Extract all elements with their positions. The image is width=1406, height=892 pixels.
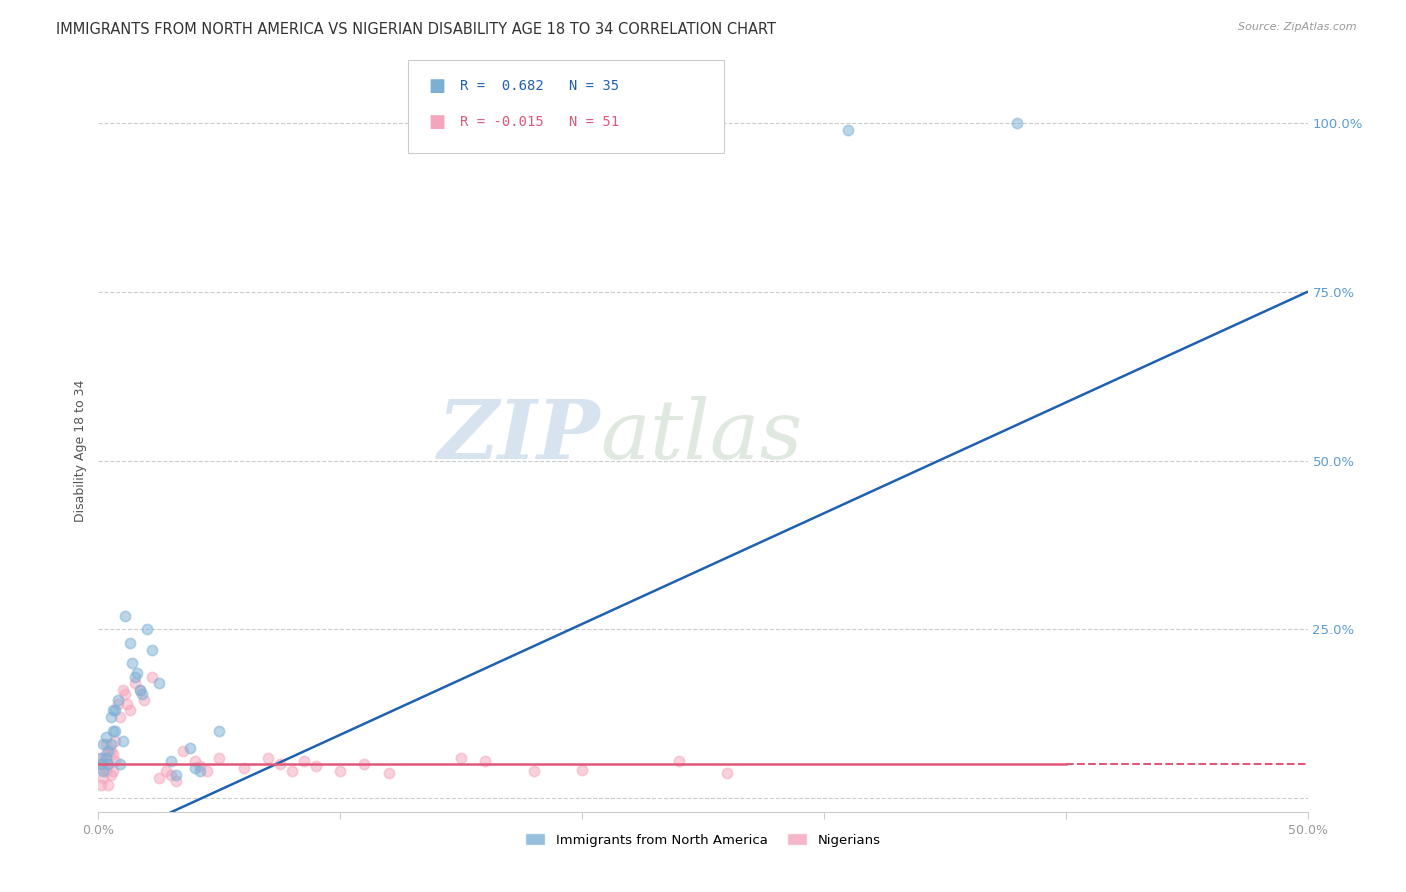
Point (104, 723, 127, 738)
Point (104, 703, 127, 717)
Point (127, 666, 149, 681)
Point (134, 693, 156, 707)
Point (108, 710, 131, 724)
Point (100, 767, 122, 781)
Point (1007, 116, 1029, 130)
Point (292, 754, 315, 768)
Point (450, 750, 472, 764)
Point (90, 750, 112, 764)
Point (100, 710, 122, 724)
Point (111, 683, 134, 698)
Point (523, 764, 546, 779)
Point (104, 754, 127, 768)
Text: ZIP: ZIP (437, 396, 600, 476)
Text: IMMIGRANTS FROM NORTH AMERICA VS NIGERIAN DISABILITY AGE 18 TO 34 CORRELATION CH: IMMIGRANTS FROM NORTH AMERICA VS NIGERIA… (56, 22, 776, 37)
Point (90, 761, 112, 775)
Text: ■: ■ (429, 77, 446, 95)
Point (329, 764, 352, 779)
Point (104, 734, 127, 748)
Point (101, 703, 124, 717)
Point (353, 757, 375, 772)
Point (108, 757, 131, 772)
Text: Source: ZipAtlas.com: Source: ZipAtlas.com (1239, 22, 1357, 32)
Y-axis label: Disability Age 18 to 34: Disability Age 18 to 34 (73, 379, 87, 522)
Point (131, 687, 153, 701)
Point (107, 693, 129, 707)
Point (148, 676, 170, 690)
Point (91, 764, 114, 779)
Point (100, 744, 122, 758)
Point (94, 731, 117, 745)
Point (111, 734, 134, 748)
Point (837, 122, 859, 136)
Point (124, 676, 146, 690)
Point (188, 759, 211, 773)
Point (97, 744, 120, 758)
Point (135, 623, 157, 637)
Point (91, 737, 114, 751)
Point (91, 757, 114, 772)
Point (94, 737, 117, 751)
Point (179, 740, 201, 755)
Point (208, 723, 231, 738)
Point (165, 774, 187, 789)
Point (90, 778, 112, 792)
Point (90, 750, 112, 764)
Point (141, 670, 163, 684)
Point (184, 754, 207, 768)
Text: R =  0.682   N = 35: R = 0.682 N = 35 (460, 78, 619, 93)
Point (97, 757, 120, 772)
Text: R = -0.015   N = 51: R = -0.015 N = 51 (460, 115, 619, 129)
Point (256, 750, 278, 764)
Point (97, 757, 120, 772)
Point (101, 764, 124, 779)
Point (101, 747, 124, 762)
Point (716, 765, 738, 780)
Point (269, 757, 291, 772)
Point (188, 764, 211, 779)
Point (124, 670, 146, 684)
Point (281, 764, 304, 779)
Point (97, 778, 120, 792)
Point (165, 767, 187, 781)
Point (101, 723, 124, 738)
Point (571, 763, 593, 777)
Point (184, 761, 207, 775)
Point (91, 771, 114, 785)
Point (160, 754, 183, 768)
Point (128, 683, 150, 698)
Point (118, 636, 141, 650)
Point (128, 683, 150, 698)
Point (377, 765, 399, 780)
Point (208, 750, 231, 764)
Point (148, 771, 170, 785)
Point (305, 759, 328, 773)
Text: ■: ■ (429, 113, 446, 131)
Point (121, 656, 143, 670)
Point (172, 744, 194, 758)
Point (94, 764, 117, 779)
Point (107, 697, 129, 711)
Point (100, 737, 122, 751)
Legend: Immigrants from North America, Nigerians: Immigrants from North America, Nigerians (520, 828, 886, 852)
Point (90, 757, 112, 772)
Point (114, 687, 136, 701)
Point (118, 703, 141, 717)
Point (232, 761, 254, 775)
Text: atlas: atlas (600, 396, 803, 476)
Point (474, 754, 496, 768)
Point (668, 754, 690, 768)
Point (94, 750, 117, 764)
Point (160, 767, 183, 781)
Point (155, 764, 177, 779)
Point (94, 747, 117, 762)
Point (141, 642, 163, 657)
Point (195, 764, 218, 779)
Point (114, 608, 136, 623)
Point (117, 697, 139, 711)
